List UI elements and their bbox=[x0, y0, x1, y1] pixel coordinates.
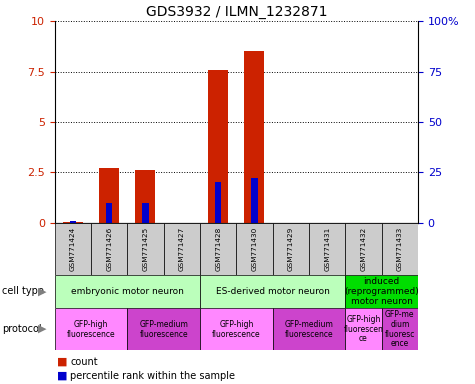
Text: GSM771430: GSM771430 bbox=[251, 227, 257, 271]
Text: protocol: protocol bbox=[2, 324, 42, 334]
Bar bbox=[55, 308, 127, 350]
Bar bbox=[63, 222, 83, 223]
Bar bbox=[127, 223, 163, 275]
Bar bbox=[245, 51, 265, 223]
Bar bbox=[345, 223, 381, 275]
Bar bbox=[273, 223, 309, 275]
Text: GFP-medium
fluorescence: GFP-medium fluorescence bbox=[139, 320, 188, 339]
Bar bbox=[55, 275, 200, 308]
Text: cell type: cell type bbox=[2, 286, 44, 296]
Bar bbox=[309, 223, 345, 275]
Text: GSM771432: GSM771432 bbox=[361, 227, 367, 271]
Bar bbox=[127, 308, 200, 350]
Text: GSM771425: GSM771425 bbox=[142, 227, 149, 271]
Text: ▶: ▶ bbox=[38, 324, 46, 334]
Bar bbox=[215, 182, 221, 223]
Text: ■: ■ bbox=[57, 371, 67, 381]
Text: ES-derived motor neuron: ES-derived motor neuron bbox=[216, 287, 330, 296]
Text: GFP-high
fluorescence: GFP-high fluorescence bbox=[212, 320, 261, 339]
Bar bbox=[200, 223, 237, 275]
Bar bbox=[273, 308, 345, 350]
Bar bbox=[208, 70, 228, 223]
Bar bbox=[135, 170, 155, 223]
Bar bbox=[345, 308, 381, 350]
Text: GSM771431: GSM771431 bbox=[324, 227, 330, 271]
Text: GSM771424: GSM771424 bbox=[70, 227, 76, 271]
Bar bbox=[99, 168, 119, 223]
Text: GSM771428: GSM771428 bbox=[215, 227, 221, 271]
Text: GFP-high
fluorescence: GFP-high fluorescence bbox=[66, 320, 115, 339]
Text: count: count bbox=[70, 357, 98, 367]
Text: ▶: ▶ bbox=[38, 286, 46, 296]
Bar bbox=[345, 275, 418, 308]
Bar bbox=[200, 308, 273, 350]
Bar bbox=[91, 223, 127, 275]
Title: GDS3932 / ILMN_1232871: GDS3932 / ILMN_1232871 bbox=[145, 5, 327, 19]
Text: GSM771426: GSM771426 bbox=[106, 227, 112, 271]
Bar bbox=[237, 223, 273, 275]
Text: GFP-high
fluorescen
ce: GFP-high fluorescen ce bbox=[343, 315, 383, 343]
Text: GFP-me
dium
fluoresc
ence: GFP-me dium fluoresc ence bbox=[385, 310, 415, 348]
Text: induced
(reprogrammed)
motor neuron: induced (reprogrammed) motor neuron bbox=[344, 276, 419, 306]
Text: percentile rank within the sample: percentile rank within the sample bbox=[70, 371, 235, 381]
Bar bbox=[142, 203, 149, 223]
Text: GSM771433: GSM771433 bbox=[397, 227, 403, 271]
Bar bbox=[163, 223, 200, 275]
Text: GFP-medium
fluorescence: GFP-medium fluorescence bbox=[285, 320, 333, 339]
Bar bbox=[106, 203, 113, 223]
Bar bbox=[69, 221, 76, 223]
Bar bbox=[381, 308, 418, 350]
Text: embryonic motor neuron: embryonic motor neuron bbox=[71, 287, 184, 296]
Text: ■: ■ bbox=[57, 357, 67, 367]
Text: GSM771429: GSM771429 bbox=[288, 227, 294, 271]
Bar bbox=[251, 178, 258, 223]
Bar bbox=[55, 223, 91, 275]
Text: GSM771427: GSM771427 bbox=[179, 227, 185, 271]
Bar bbox=[381, 223, 418, 275]
Bar bbox=[200, 275, 345, 308]
